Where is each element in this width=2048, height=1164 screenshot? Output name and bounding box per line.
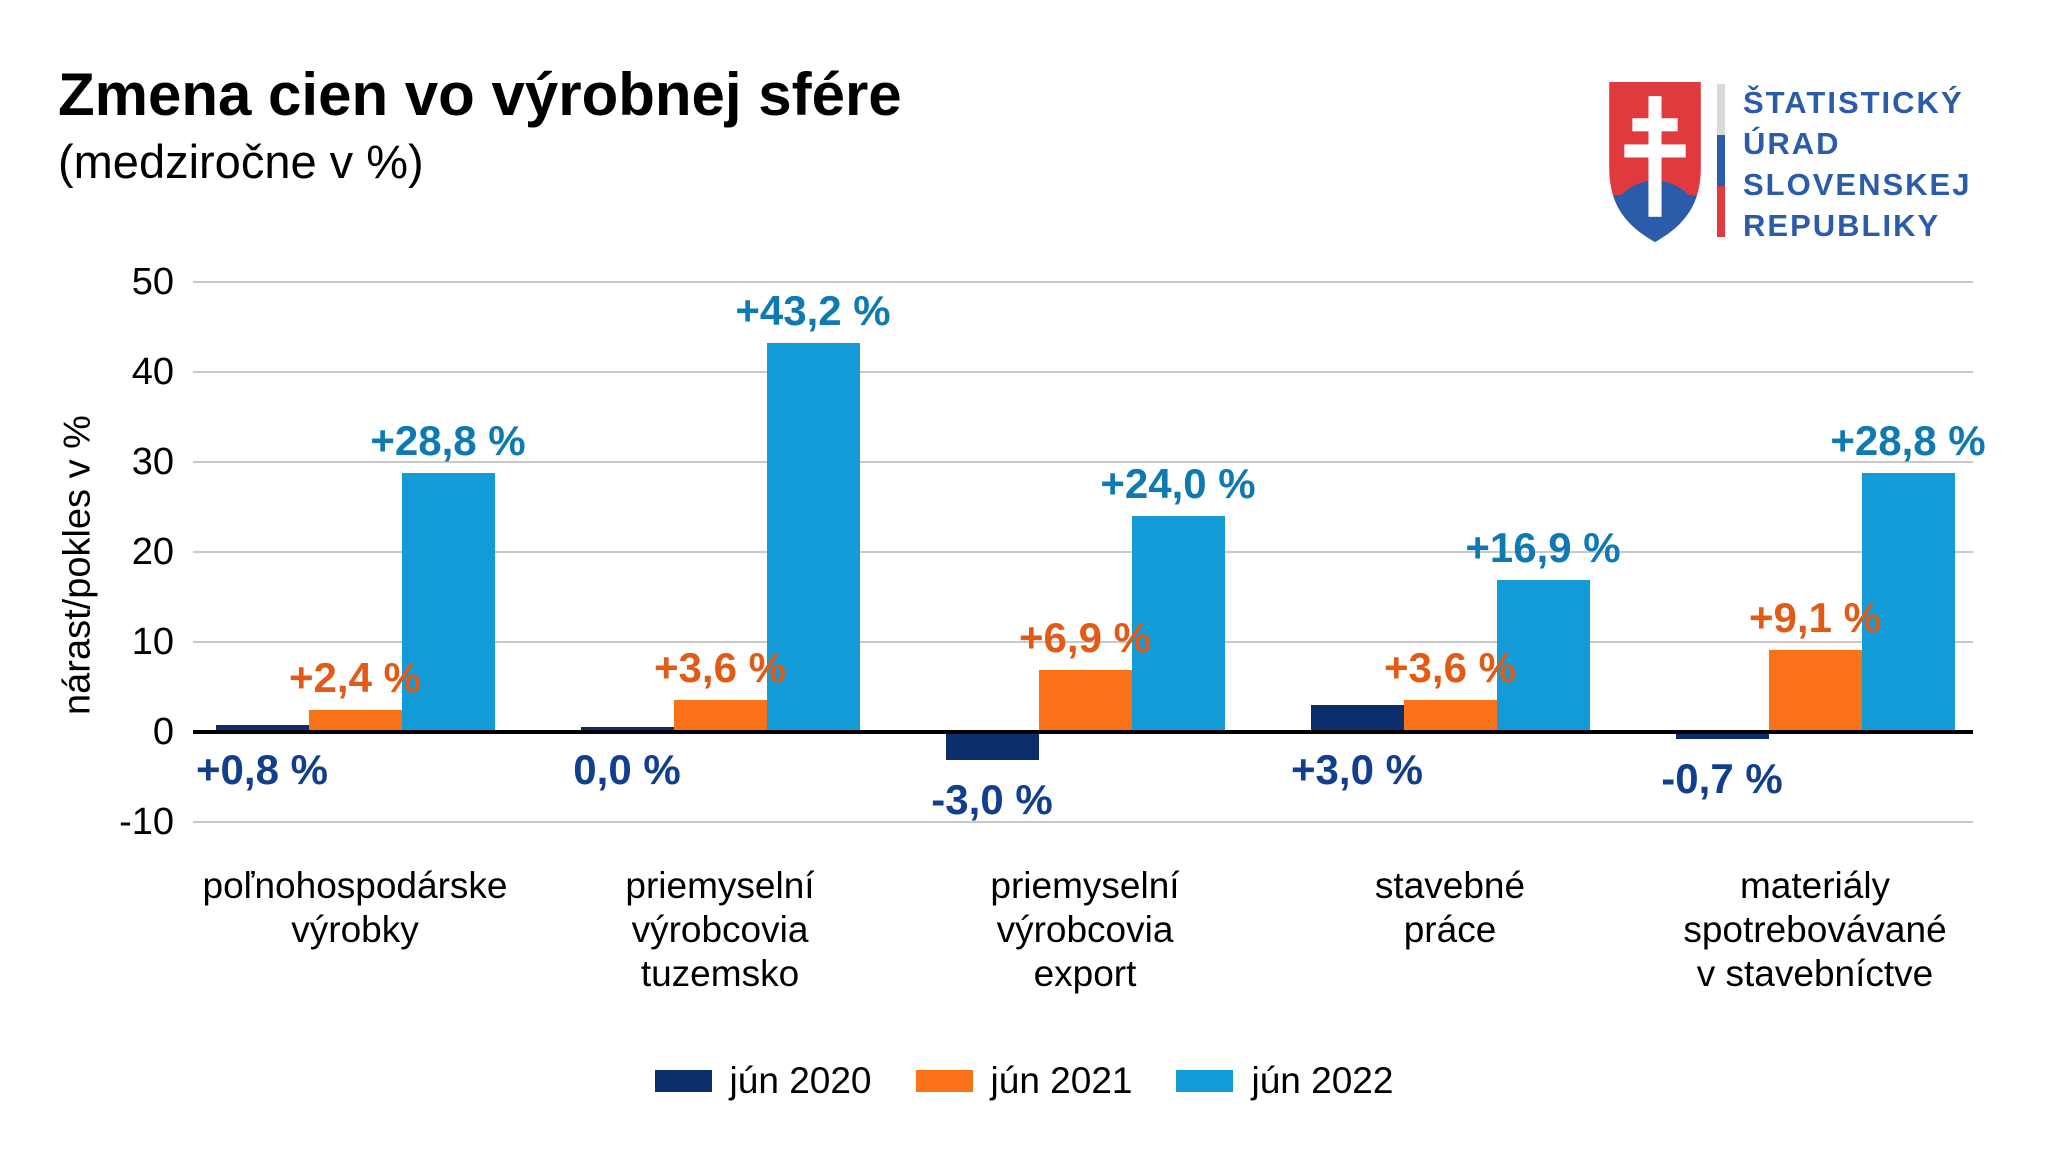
bar-jún-2020-group-2 [580, 727, 674, 732]
legend-label: jún 2020 [729, 1060, 872, 1101]
gridline-20 [193, 551, 1973, 553]
statistical-office-logo: ŠTATISTICKÝ ÚRAD SLOVENSKEJ REPUBLIKY [1606, 80, 2026, 250]
bar-value-label-jún-2022-group-3: +24,0 % [1100, 460, 1256, 507]
bar-jún-2020-group-4 [1310, 705, 1404, 732]
bar-value-label-jún-2021-group-1: +2,4 % [289, 654, 421, 702]
y-tick-label-0: 0 [152, 711, 174, 753]
bar-value-label-jún-2020-group-2: 0,0 % [573, 746, 681, 793]
bar-jún-2021-group-2 [673, 699, 767, 732]
legend-swatch-jun-2022 [1176, 1070, 1234, 1092]
logo-line-2: ÚRAD [1743, 126, 1841, 161]
bar-jún-2022-group-1 [401, 472, 495, 732]
y-tick-label--10: -10 [119, 801, 174, 843]
y-tick-label-10: 10 [131, 621, 174, 663]
bar-value-label-jún-2022-group-4: +16,9 % [1465, 523, 1621, 571]
logo-line-1: ŠTATISTICKÝ [1743, 85, 1964, 120]
bar-value-label-jún-2020-group-5: -0,7 % [1661, 755, 1783, 803]
legend-label: jún 2022 [1251, 1060, 1394, 1101]
bar-value-label-jún-2020-group-1: +0,8 % [196, 746, 328, 793]
gridline-50 [193, 281, 1973, 283]
bar-value-label-jún-2021-group-5: +9,1 % [1749, 594, 1881, 642]
bar-jún-2020-group-1 [215, 724, 309, 732]
double-cross-icon [1624, 96, 1686, 217]
x-axis-line [193, 730, 1973, 734]
bar-jún-2022-group-4 [1496, 579, 1590, 732]
logo-line-3: SLOVENSKEJ [1743, 167, 1972, 202]
bar-jún-2021-group-3 [1038, 669, 1132, 732]
y-tick-label-50: 50 [131, 261, 174, 303]
bar-jún-2020-group-3 [945, 733, 1039, 760]
slovak-coat-of-arms-icon [1609, 82, 1701, 242]
bar-jún-2021-group-1 [308, 710, 402, 732]
bar-value-label-jún-2021-group-3: +6,9 % [1019, 613, 1151, 661]
category-label-4: stavebné práce [1374, 865, 1526, 950]
bar-value-label-jún-2022-group-1: +28,8 % [370, 416, 526, 464]
logo-line-4: REPUBLIKY [1743, 208, 1941, 243]
bar-value-label-jún-2022-group-5: +28,8 % [1830, 416, 1986, 464]
bar-value-label-jún-2020-group-3: -3,0 % [931, 776, 1053, 823]
gridline-30 [193, 461, 1973, 463]
logo-divider [1717, 84, 1725, 237]
bar-value-label-jún-2021-group-4: +3,6 % [1384, 643, 1516, 691]
bar-jún-2022-group-2 [766, 343, 860, 732]
legend-swatch-jun-2021 [915, 1070, 973, 1092]
bar-value-label-jún-2021-group-2: +3,6 % [654, 643, 786, 691]
y-tick-label-30: 30 [131, 441, 174, 483]
bar-jún-2021-group-5 [1768, 650, 1862, 732]
category-label-5: materiály spotrebovávané v stavebníctve [1683, 865, 1947, 994]
legend-label: jún 2021 [990, 1060, 1133, 1101]
legend-item-jun-2022: jún 2022 [1176, 1058, 1393, 1104]
category-label-1: poľnohospodárske výrobky [202, 865, 508, 950]
bar-value-label-jún-2022-group-2: +43,2 % [735, 287, 891, 335]
legend-item-jun-2020: jún 2020 [654, 1058, 872, 1104]
category-label-3: priemyselní výrobcovia export [990, 865, 1180, 994]
gridline-40 [193, 371, 1973, 373]
chart-title: Zmena cien vo výrobnej sfére [58, 61, 902, 128]
chart-subtitle: (medziročne v %) [58, 135, 424, 188]
legend-item-jun-2021: jún 2021 [915, 1058, 1133, 1104]
bar-jún-2022-group-5 [1861, 472, 1955, 732]
bar-value-label-jún-2020-group-4: +3,0 % [1291, 746, 1423, 793]
category-label-2: priemyselní výrobcovia tuzemsko [625, 865, 815, 994]
y-tick-label-40: 40 [131, 351, 174, 393]
y-tick-label-20: 20 [131, 531, 174, 573]
bar-jún-2022-group-3 [1131, 516, 1225, 732]
bar-jún-2020-group-5 [1675, 733, 1769, 740]
legend: jún 2020 jún 2021 jún 2022 [0, 1058, 2048, 1104]
gridline--10 [193, 821, 1973, 823]
legend-swatch-jun-2020 [654, 1070, 712, 1092]
bar-jún-2021-group-4 [1403, 699, 1497, 732]
logo-org-name: ŠTATISTICKÝ ÚRAD SLOVENSKEJ REPUBLIKY [1743, 82, 1971, 246]
gridline-10 [193, 641, 1973, 643]
